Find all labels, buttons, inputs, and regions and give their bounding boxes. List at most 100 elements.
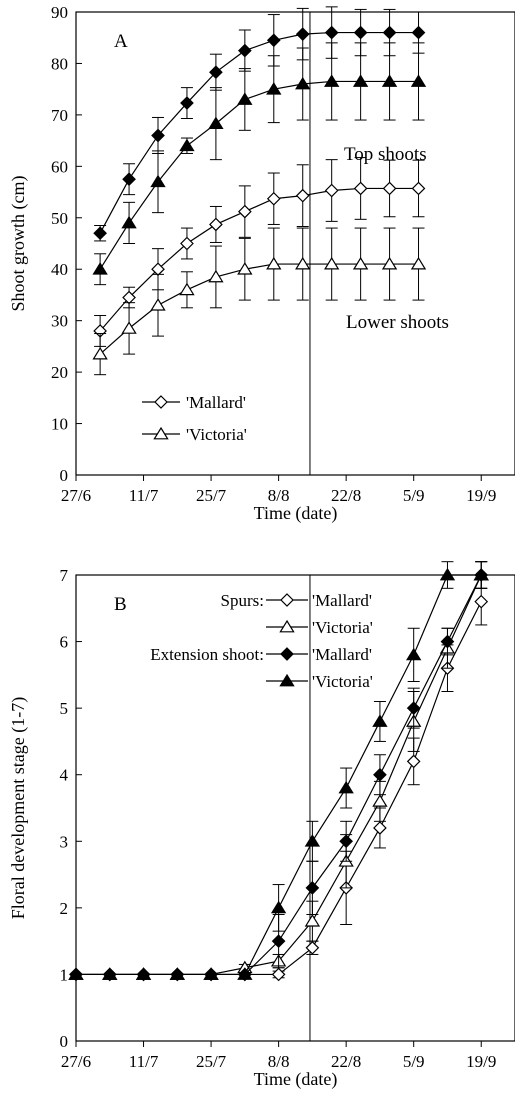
data-point-triangle — [439, 567, 456, 581]
data-point-diamond — [406, 754, 421, 769]
x-axis-label: Time (date) — [254, 503, 338, 524]
y-tick-label: 60 — [51, 157, 68, 176]
legend-label: 'Mallard' — [312, 645, 372, 664]
data-point-diamond — [271, 934, 286, 948]
data-point-diamond — [382, 181, 397, 196]
data-point-diamond — [305, 940, 320, 955]
x-tick-label: 27/6 — [61, 1052, 91, 1071]
data-point-triangle — [304, 914, 321, 927]
y-axis-label: Shoot growth (cm) — [8, 176, 29, 312]
data-point-triangle — [150, 298, 166, 311]
data-point-triangle — [169, 967, 185, 980]
series-line — [99, 263, 419, 355]
x-tick-label: 19/9 — [466, 486, 496, 505]
data-point-triangle — [237, 967, 253, 980]
data-point-diamond — [324, 25, 339, 40]
y-tick-label: 1 — [60, 965, 69, 984]
y-tick-label: 5 — [60, 699, 69, 718]
series-line — [99, 187, 419, 332]
data-point-diamond — [266, 33, 281, 48]
data-point-triangle — [121, 215, 137, 229]
plot-frame-A — [75, 11, 515, 476]
data-point-triangle — [208, 116, 224, 130]
data-point-diamond — [237, 43, 252, 58]
data-point-diamond — [295, 27, 310, 41]
data-point-triangle — [150, 174, 166, 188]
data-point-triangle — [295, 76, 311, 90]
y-axis-label: Floral development stage (1-7) — [8, 697, 29, 919]
data-point-triangle — [406, 647, 422, 661]
y-tick-label: 80 — [51, 54, 68, 73]
data-point-diamond — [474, 594, 489, 609]
data-point-triangle — [372, 794, 388, 807]
data-point-triangle — [381, 74, 398, 87]
data-point-triangle — [352, 256, 369, 270]
y-tick-label: 0 — [60, 466, 69, 485]
annotation-lower-shoots: Lower shoots — [346, 312, 449, 333]
data-point-triangle — [237, 262, 253, 275]
data-point-triangle — [338, 780, 354, 794]
x-axis-label: Time (date) — [254, 1069, 338, 1090]
data-point-triangle — [266, 82, 282, 95]
data-point-triangle — [208, 269, 224, 283]
data-point-triangle — [324, 74, 340, 87]
legend-marker-diamond — [154, 395, 168, 409]
data-point-triangle — [473, 567, 489, 581]
y-tick-label: 10 — [51, 415, 68, 434]
data-point-triangle — [304, 834, 321, 847]
data-point-triangle — [266, 256, 282, 270]
data-point-diamond — [373, 821, 387, 835]
legend-label: 'Mallard' — [186, 393, 246, 412]
data-point-diamond — [209, 217, 223, 232]
data-point-triangle — [92, 262, 108, 275]
legend-marker-triangle — [279, 673, 295, 687]
legend-label: 'Victoria' — [312, 672, 373, 691]
legend-group-label: Spurs: — [221, 591, 264, 610]
y-tick-label: 70 — [51, 106, 68, 125]
data-point-diamond — [440, 634, 455, 649]
x-tick-label: 25/7 — [196, 486, 227, 505]
data-point-diamond — [406, 701, 421, 715]
data-point-diamond — [151, 128, 165, 143]
legend-label: 'Victoria' — [312, 618, 373, 637]
data-point-triangle — [237, 92, 253, 105]
data-point-triangle — [381, 256, 398, 270]
data-point-diamond — [266, 191, 281, 206]
y-tick-label: 20 — [51, 363, 68, 382]
data-point-triangle — [102, 967, 118, 980]
plot-frame-B — [75, 574, 515, 1042]
data-point-diamond — [339, 834, 354, 849]
y-tick-label: 4 — [60, 766, 69, 785]
data-point-diamond — [324, 183, 339, 198]
x-tick-label: 19/9 — [466, 1052, 496, 1071]
data-point-triangle — [68, 967, 84, 980]
legend-group-label: Extension shoot: — [150, 645, 264, 664]
data-point-diamond — [411, 25, 426, 40]
data-point-diamond — [295, 188, 310, 203]
y-tick-label: 7 — [60, 566, 69, 585]
y-tick-label: 3 — [60, 832, 69, 851]
x-tick-label: 27/6 — [61, 486, 91, 505]
legend-marker-triangle — [279, 619, 295, 633]
data-point-triangle — [135, 967, 152, 980]
data-point-diamond — [93, 226, 107, 241]
data-point-diamond — [305, 881, 320, 895]
y-tick-label: 2 — [60, 899, 69, 918]
panel-label: A — [114, 31, 128, 52]
x-tick-label: 11/7 — [129, 486, 159, 505]
data-point-triangle — [295, 256, 311, 270]
series-line — [99, 80, 419, 270]
panel-label: B — [114, 594, 127, 615]
data-point-diamond — [271, 967, 286, 982]
data-point-diamond — [180, 236, 194, 251]
data-point-diamond — [237, 204, 252, 219]
data-point-diamond — [180, 96, 194, 110]
legend-marker-diamond — [280, 593, 294, 607]
data-point-diamond — [122, 172, 136, 187]
y-tick-label: 0 — [60, 1032, 69, 1051]
series-line — [99, 31, 419, 234]
data-point-diamond — [353, 25, 368, 40]
x-tick-label: 5/9 — [403, 1052, 425, 1071]
y-tick-label: 50 — [51, 209, 68, 228]
